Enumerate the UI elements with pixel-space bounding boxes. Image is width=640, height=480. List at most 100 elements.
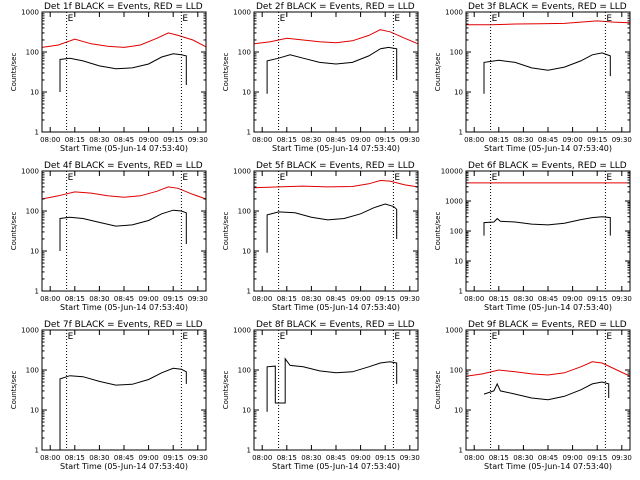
panel-title: Det 7f BLACK = Events, RED = LLD [44,320,203,330]
x-tick-label: 09:30 [400,136,420,144]
y-tick-label: 1 [459,447,463,455]
y-tick-label: 100 [450,49,463,57]
panel-title: Det 6f BLACK = Events, RED = LLD [468,161,627,171]
events-series-line [59,367,187,450]
panel-det-8: Det 8f BLACK = Events, RED = LLD 1 10 100 10… [222,320,420,471]
event-marker-label: E [280,332,286,342]
events-series-line [483,381,610,401]
event-marker-label: E [182,14,188,24]
x-tick-label: 09:15 [375,295,395,303]
x-tick-label: 08:30 [513,136,533,144]
x-tick-label: 08:15 [65,295,85,303]
x-tick-label: 08:45 [114,136,134,144]
y-tick-label: 10000 [441,168,463,176]
y-tick-label: 10 [30,407,39,415]
x-tick-label: 08:45 [538,454,558,462]
y-tick-label: 1 [35,129,39,137]
panel-title: Det 5f BLACK = Events, RED = LLD [256,161,415,171]
x-tick-label: 09:30 [188,454,208,462]
x-tick-label: 09:15 [587,295,607,303]
panel-det-2: Det 2f BLACK = Events, RED = LLD 1 10 100 10… [222,2,420,153]
x-tick-label: 08:30 [89,454,109,462]
x-tick-label: 09:30 [400,295,420,303]
y-tick-label: 1000 [233,327,251,335]
y-tick-label: 1000 [233,168,251,176]
panel-det-3: Det 3f BLACK = Events, RED = LLD 1 10 100 10… [434,2,632,153]
x-tick-label: 09:00 [351,295,371,303]
x-tick-label: 08:15 [65,136,85,144]
y-tick-label: 100 [26,49,39,57]
event-marker-label: E [394,14,400,24]
y-tick-label: 1000 [445,9,463,17]
x-tick-label: 08:00 [40,136,60,144]
y-tick-label: 10 [454,407,463,415]
x-tick-label: 09:00 [563,136,583,144]
x-axis-label: Start Time (05-Jun-14 07:53:40) [484,144,612,153]
x-tick-label: 08:15 [277,136,297,144]
events-series-line [266,46,398,94]
y-tick-label: 100 [238,208,251,216]
event-marker-label: E [280,173,286,183]
x-tick-label: 08:45 [326,136,346,144]
y-tick-label: 10 [242,89,251,97]
events-series-line [59,53,187,92]
x-tick-label: 09:30 [188,136,208,144]
panel-title: Det 9f BLACK = Events, RED = LLD [468,320,627,330]
x-tick-label: 08:30 [89,295,109,303]
x-tick-label: 09:00 [563,454,583,462]
y-tick-label: 100 [238,367,251,375]
event-marker-label: E [492,332,498,342]
x-tick-label: 09:00 [351,136,371,144]
x-tick-label: 09:15 [587,454,607,462]
event-marker-label: E [606,173,612,183]
x-tick-label: 08:00 [464,295,484,303]
panel-title: Det 3f BLACK = Events, RED = LLD [468,2,627,12]
y-tick-label: 100 [450,228,463,236]
x-tick-label: 08:15 [277,295,297,303]
x-tick-label: 08:00 [40,454,60,462]
y-tick-label: 1000 [21,168,39,176]
x-tick-label: 09:00 [351,454,371,462]
x-tick-label: 08:30 [301,295,321,303]
y-tick-label: 100 [26,367,39,375]
x-tick-label: 08:00 [464,136,484,144]
y-tick-label: 100 [238,49,251,57]
event-marker-label: E [68,332,74,342]
x-axis-label: Start Time (05-Jun-14 07:53:40) [60,462,188,471]
x-tick-label: 08:45 [326,295,346,303]
panel-det-9: Det 9f BLACK = Events, RED = LLD 1 10 100 10… [434,320,632,471]
y-tick-label: 100 [26,208,39,216]
x-axis-label: Start Time (05-Jun-14 07:53:40) [60,303,188,312]
x-tick-label: 08:45 [538,136,558,144]
event-marker-label: E [182,173,188,183]
event-marker-label: E [182,332,188,342]
y-tick-label: 1 [35,288,39,296]
panel-det-4: Det 4f BLACK = Events, RED = LLD 1 10 100 10… [10,161,208,312]
x-tick-label: 08:15 [277,454,297,462]
x-tick-label: 08:45 [114,295,134,303]
x-tick-label: 09:15 [163,454,183,462]
x-tick-label: 09:15 [375,136,395,144]
y-tick-label: 10 [30,89,39,97]
x-axis-label: Start Time (05-Jun-14 07:53:40) [272,462,400,471]
lld-series-line [41,32,207,48]
x-tick-label: 09:30 [612,295,632,303]
y-axis-label: Counts/sec [222,53,230,92]
y-axis-label: Counts/sec [434,212,442,251]
events-series-line [266,203,398,253]
panel-title: Det 2f BLACK = Events, RED = LLD [256,2,415,12]
event-marker-label: E [492,173,498,183]
x-tick-label: 08:30 [301,136,321,144]
x-tick-label: 09:15 [375,454,395,462]
event-marker-label: E [606,332,612,342]
x-axis-label: Start Time (05-Jun-14 07:53:40) [484,303,612,312]
panel-det-5: Det 5f BLACK = Events, RED = LLD 1 10 100 10… [222,161,420,312]
y-axis-label: Counts/sec [10,53,18,92]
x-tick-label: 09:30 [612,136,632,144]
x-tick-label: 08:00 [464,454,484,462]
events-series-line [266,357,398,412]
y-tick-label: 10 [454,89,463,97]
y-axis-label: Counts/sec [10,371,18,410]
y-tick-label: 1 [35,447,39,455]
y-tick-label: 1000 [445,327,463,335]
